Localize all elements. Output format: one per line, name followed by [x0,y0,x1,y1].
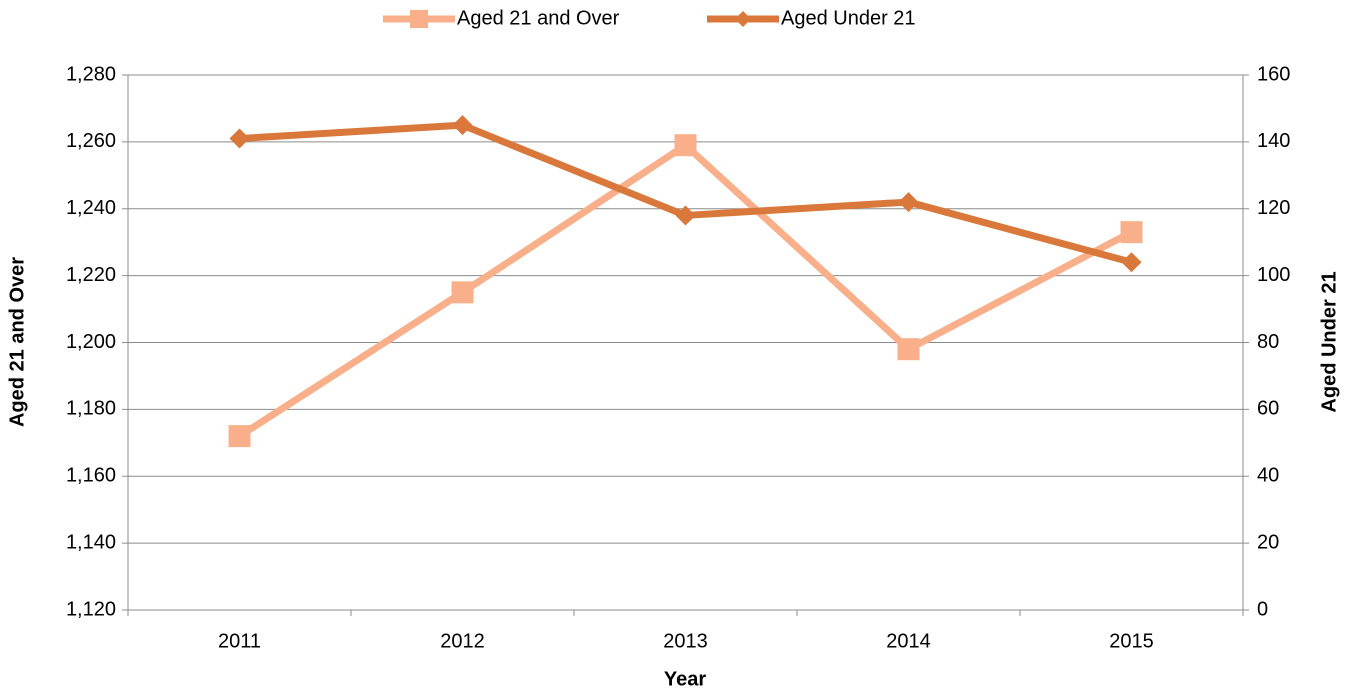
y-tick-label: 1,160 [66,465,116,487]
y2-tick-label: 60 [1257,398,1279,420]
y2-tick-label: 140 [1257,130,1290,152]
legend-label: Aged 21 and Over [457,7,620,29]
legend-marker [735,11,751,27]
y2-tick-label: 100 [1257,264,1290,286]
y-tick-label: 1,280 [66,63,116,85]
x-tick-label: 2013 [663,630,708,652]
x-tick-label: 2011 [218,630,261,652]
y2-tick-label: 0 [1257,598,1268,620]
x-axis-title: Year [664,668,706,690]
data-point [1121,252,1142,273]
y-tick-label: 1,240 [66,197,116,219]
data-point [228,425,251,448]
y-tick-label: 1,180 [66,398,116,420]
data-point [1120,221,1143,244]
legend-label: Aged Under 21 [781,7,916,29]
data-point [452,115,473,136]
data-point [898,192,919,213]
y-tick-label: 1,140 [66,531,116,553]
x-tick-label: 2012 [440,630,485,652]
y2-tick-label: 120 [1257,197,1290,219]
y-tick-label: 1,120 [66,598,116,620]
legend-marker [410,10,428,28]
data-point [451,281,474,304]
y-tick-label: 1,220 [66,264,116,286]
y-tick-label: 1,200 [66,331,116,353]
data-point [675,205,696,226]
series-line [237,141,1134,440]
y2-tick-label: 160 [1257,63,1290,85]
y2-tick-label: 40 [1257,465,1279,487]
y2-tick-label: 20 [1257,531,1279,553]
x-tick-label: 2015 [1109,630,1154,652]
data-point [229,128,250,149]
y-tick-label: 1,260 [66,130,116,152]
y-axis-title: Aged 21 and Over [6,257,28,427]
y2-axis-title: Aged Under 21 [1318,271,1340,412]
x-tick-label: 2014 [886,630,931,652]
y2-tick-label: 80 [1257,331,1279,353]
data-point [897,338,920,361]
data-point [674,134,697,157]
